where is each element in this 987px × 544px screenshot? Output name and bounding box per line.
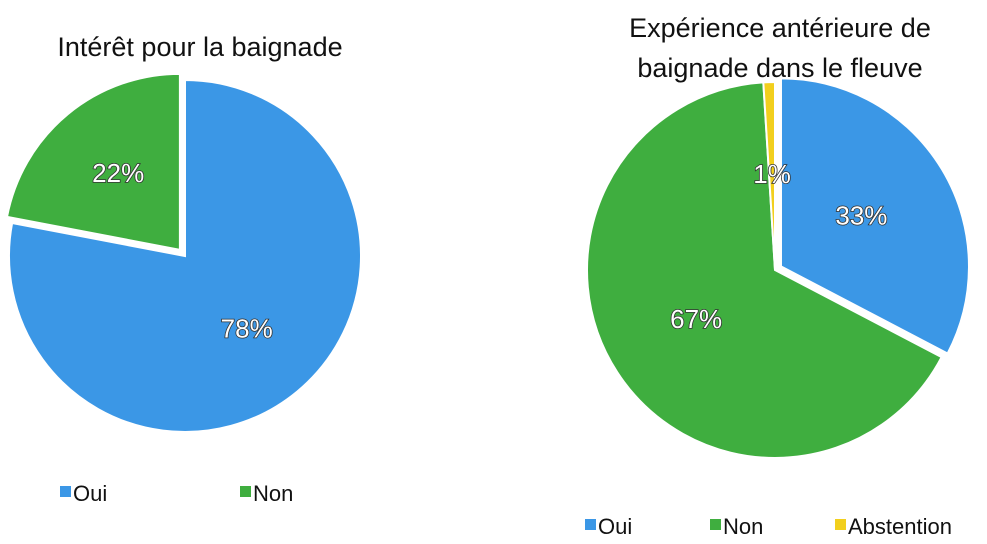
pie-slice [8, 78, 362, 433]
data-label: 1% [753, 159, 791, 189]
data-label: 78% [221, 313, 273, 343]
legend-swatch [710, 519, 721, 530]
legend-label: Non [253, 481, 293, 506]
legend-swatch [240, 486, 251, 497]
data-label: 22% [92, 158, 144, 188]
legend-label: Oui [73, 481, 107, 506]
legend-swatch [835, 519, 846, 530]
data-label: 33% [835, 201, 887, 231]
data-label: 67% [670, 304, 722, 334]
legend-swatch [60, 486, 71, 497]
pie-slice [779, 77, 970, 355]
legend-label: Non [723, 514, 763, 539]
pie-slice [5, 72, 181, 252]
legend-label: Abstention [848, 514, 952, 539]
chart-title: Expérience antérieure de baignade dans l… [629, 13, 931, 83]
legend-label: Oui [598, 514, 632, 539]
pie-slice [762, 80, 776, 271]
legend-swatch [585, 519, 596, 530]
pie-slice [586, 81, 943, 459]
chart-title: Intérêt pour la baignade [57, 32, 343, 62]
